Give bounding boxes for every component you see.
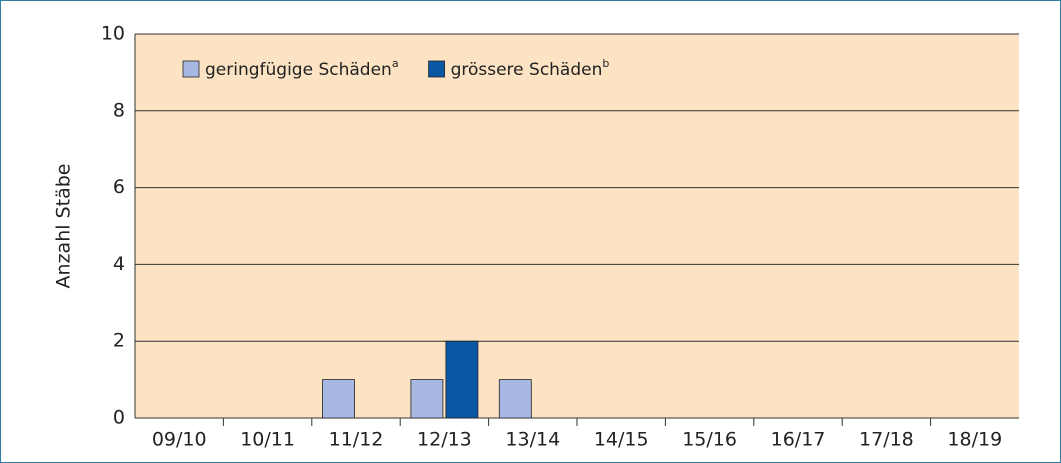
y-tick-label: 6 [113, 176, 125, 198]
y-tick-label: 10 [101, 23, 125, 45]
legend-footnote: b [602, 57, 609, 70]
y-tick-label: 0 [113, 407, 125, 429]
x-tick-label: 16/17 [771, 429, 826, 451]
y-axis-label: Anzahl Stäbe [53, 164, 75, 289]
x-tick-label: 10/11 [240, 429, 295, 451]
legend-swatch [428, 60, 445, 78]
legend-swatch [182, 60, 200, 78]
legend-label: grössere Schädenb [451, 57, 610, 80]
legend-label: geringfügige Schädena [205, 57, 399, 80]
x-tick-label: 11/12 [329, 429, 384, 451]
legend-footnote: a [392, 57, 399, 70]
y-tick-label: 8 [113, 99, 125, 121]
x-tick-label: 14/15 [594, 429, 649, 451]
legend-name: grössere Schäden [451, 60, 603, 80]
legend-name: geringfügige Schäden [205, 60, 392, 80]
x-tick-label: 15/16 [682, 429, 737, 451]
y-tick-label: 2 [113, 330, 125, 352]
bar [322, 379, 355, 419]
x-tick-label: 17/18 [859, 429, 914, 451]
x-tick-label: 18/19 [947, 429, 1002, 451]
x-tick-label: 12/13 [417, 429, 472, 451]
x-tick-label: 13/14 [505, 429, 560, 451]
x-tick-label: 09/10 [152, 429, 207, 451]
plot-area [135, 34, 1019, 418]
bar [498, 379, 532, 419]
bar [445, 340, 479, 419]
y-tick-label: 4 [113, 253, 125, 275]
bar [410, 379, 444, 419]
